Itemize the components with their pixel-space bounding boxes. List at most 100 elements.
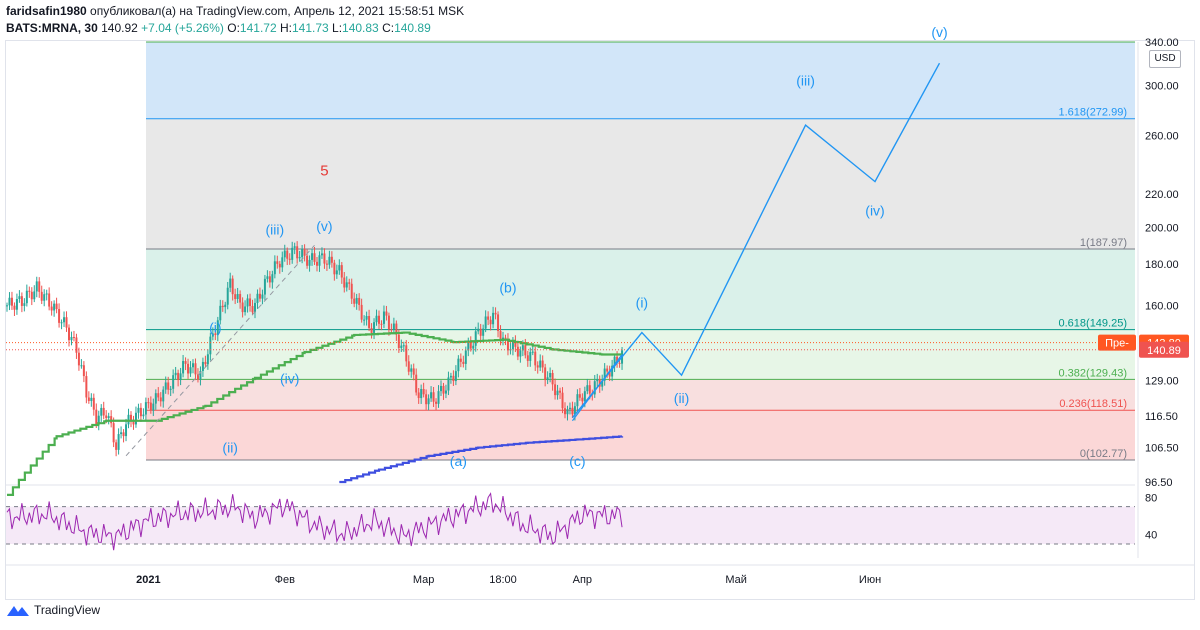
candle-body (444, 390, 447, 394)
forecast-wave-label: (iv) (865, 202, 884, 218)
candle-body (499, 330, 502, 341)
ma-purple-line (339, 435, 624, 484)
candle-body (23, 303, 26, 306)
symbol-label[interactable]: BATS:MRNA, 30 (6, 21, 98, 35)
fib-label: 0.236(118.51) (1059, 398, 1127, 410)
price-badge-prefix (1098, 334, 1136, 351)
fib-label: 0(102.77) (1080, 448, 1127, 460)
candle-body (335, 270, 338, 275)
open-label: O: (227, 21, 240, 35)
footer-brand[interactable]: TradingView (34, 603, 101, 617)
candle-body (8, 297, 11, 306)
candle-body (544, 367, 547, 381)
candle-body (112, 423, 115, 443)
price-badge (1139, 341, 1189, 358)
currency-button[interactable]: USD (1149, 50, 1181, 68)
price-change: +7.04 (+5.26%) (141, 21, 224, 35)
tradingview-logo-icon (7, 606, 29, 616)
price-badge-prefix-label: Пре- (1105, 338, 1129, 350)
candle-body (263, 278, 266, 295)
close-value: 140.89 (394, 21, 431, 35)
candle-body (430, 392, 433, 399)
candle-body (283, 250, 286, 258)
candle-body (82, 365, 85, 377)
trend-dashed-line (125, 244, 315, 457)
candle-body (596, 379, 599, 382)
fib-zone (146, 329, 1135, 380)
candle-body (184, 361, 187, 364)
candle-body (618, 362, 621, 364)
candle-body (152, 403, 155, 411)
candle-body (30, 291, 33, 300)
forecast-wave-path (571, 62, 941, 419)
candle-body (60, 322, 63, 324)
candle-body (442, 385, 445, 394)
wave-label: (b) (499, 279, 516, 295)
candle-body (549, 372, 552, 378)
candle-body (301, 249, 304, 258)
candle-body (28, 290, 31, 292)
fib-zone (146, 249, 1135, 330)
candle-body (142, 414, 145, 417)
candle-body (10, 297, 13, 306)
candle-body (390, 329, 393, 331)
chart-frame (5, 40, 1195, 600)
forecast-wave-label: (v) (931, 24, 947, 40)
footer: TradingView (6, 603, 100, 617)
candle-body (15, 299, 18, 310)
candle-body (43, 294, 46, 301)
candle-body (303, 249, 306, 256)
candle-body (206, 354, 209, 365)
candle-body (127, 414, 130, 425)
candle-body (422, 389, 425, 395)
candle-body (573, 406, 576, 415)
wave-label: (ii) (222, 440, 238, 456)
candle-body (340, 265, 343, 278)
candle-body (437, 391, 440, 404)
candle-body (293, 246, 296, 248)
candle-body (38, 281, 41, 292)
candle-body (239, 294, 242, 303)
candle-body (420, 389, 423, 399)
candle-body (447, 377, 450, 391)
y-tick-label: 96.50 (1145, 477, 1173, 489)
y-tick-label: 106.50 (1145, 443, 1179, 455)
candle-body (526, 355, 529, 361)
candle-body (449, 375, 452, 378)
candle-body (459, 358, 462, 362)
publish-line: faridsafin1980 опубликовал(а) на Trading… (6, 4, 464, 18)
wave-label: (c) (569, 453, 585, 469)
candle-body (120, 432, 123, 435)
candle-body (201, 361, 204, 371)
candle-body (209, 336, 212, 355)
x-tick-label: Мар (413, 574, 435, 586)
candle-body (571, 407, 574, 415)
y-tick-label: 129.00 (1145, 376, 1179, 388)
candle-body (177, 372, 180, 381)
candle-body (196, 374, 199, 380)
author-name[interactable]: faridsafin1980 (6, 4, 87, 18)
y-tick-label: 260.00 (1145, 131, 1179, 143)
candle-body (358, 297, 361, 305)
y-tick-label: 180.00 (1145, 259, 1179, 271)
candle-body (273, 261, 276, 275)
candle-body (179, 373, 182, 381)
candle-body (97, 415, 100, 425)
candle-body (576, 394, 579, 407)
candle-body (583, 391, 586, 402)
candle-body (320, 253, 323, 256)
candle-body (467, 342, 470, 351)
candle-body (382, 311, 385, 324)
candle-body (115, 442, 118, 450)
candle-body (360, 304, 363, 320)
candle-body (85, 376, 88, 398)
candle-body (77, 352, 80, 366)
candle-body (234, 294, 237, 300)
candle-body (271, 274, 274, 283)
candle-body (58, 309, 61, 323)
candle-body (139, 407, 142, 417)
candle-body (63, 317, 66, 323)
candle-body (482, 328, 485, 336)
candle-body (494, 312, 497, 315)
